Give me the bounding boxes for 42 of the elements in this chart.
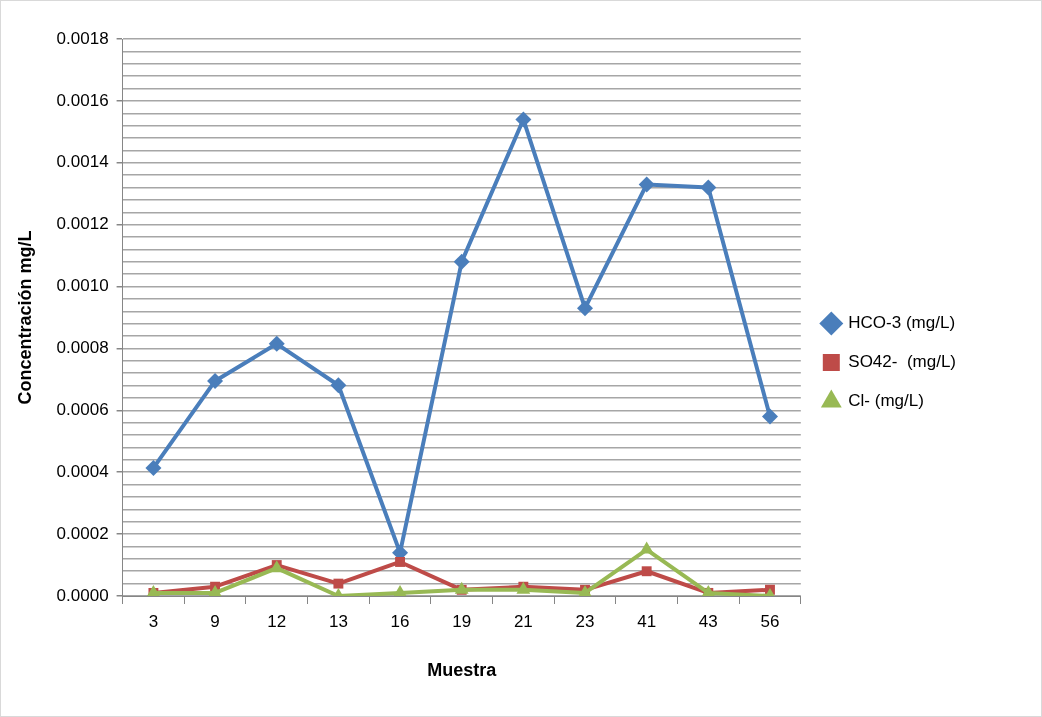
point	[145, 459, 162, 476]
point	[639, 541, 654, 554]
legend-label: Cl- (mg/L)	[848, 391, 924, 411]
x-tick-label: 21	[513, 611, 533, 631]
point	[208, 584, 223, 596]
x-tick-label: 41	[637, 611, 657, 631]
y-tick-label: 0.0010	[56, 276, 109, 296]
y-axis-title: Concentración mg/L	[14, 230, 35, 405]
point	[761, 408, 778, 425]
x-tick-label: 56	[760, 611, 780, 631]
legend-label: SO42- (mg/L)	[848, 352, 957, 372]
point	[268, 335, 285, 352]
x-tick-label: 19	[452, 611, 472, 631]
x-tick-label: 13	[328, 611, 348, 631]
point	[515, 111, 532, 128]
legend-label: HCO-3 (mg/L)	[848, 313, 956, 333]
y-tick-label: 0.0000	[56, 585, 109, 605]
point	[333, 578, 344, 589]
y-tick-label: 0.0018	[56, 28, 109, 48]
y-tick-label: 0.0008	[56, 338, 109, 358]
x-tick-label: 23	[575, 611, 595, 631]
point	[700, 179, 717, 196]
point	[641, 566, 652, 577]
x-tick-label: 3	[148, 611, 159, 631]
point	[395, 557, 405, 567]
point	[330, 377, 347, 394]
x-tick-label: 9	[210, 611, 220, 631]
point	[577, 300, 594, 317]
x-tick-label: 16	[390, 611, 410, 631]
x-axis-title: Muestra	[427, 660, 498, 681]
point	[393, 584, 407, 596]
y-tick-label: 0.0004	[56, 461, 109, 481]
y-tick-label: 0.0014	[56, 152, 109, 172]
x-tick-label: 43	[698, 611, 718, 631]
x-tick-label: 12	[267, 611, 287, 631]
point	[453, 253, 470, 270]
point	[207, 372, 224, 389]
y-tick-label: 0.0006	[56, 400, 109, 420]
y-tick-label: 0.0016	[56, 90, 109, 110]
y-tick-label: 0.0012	[56, 214, 109, 234]
point	[638, 176, 655, 193]
y-tick-label: 0.0002	[56, 523, 109, 543]
